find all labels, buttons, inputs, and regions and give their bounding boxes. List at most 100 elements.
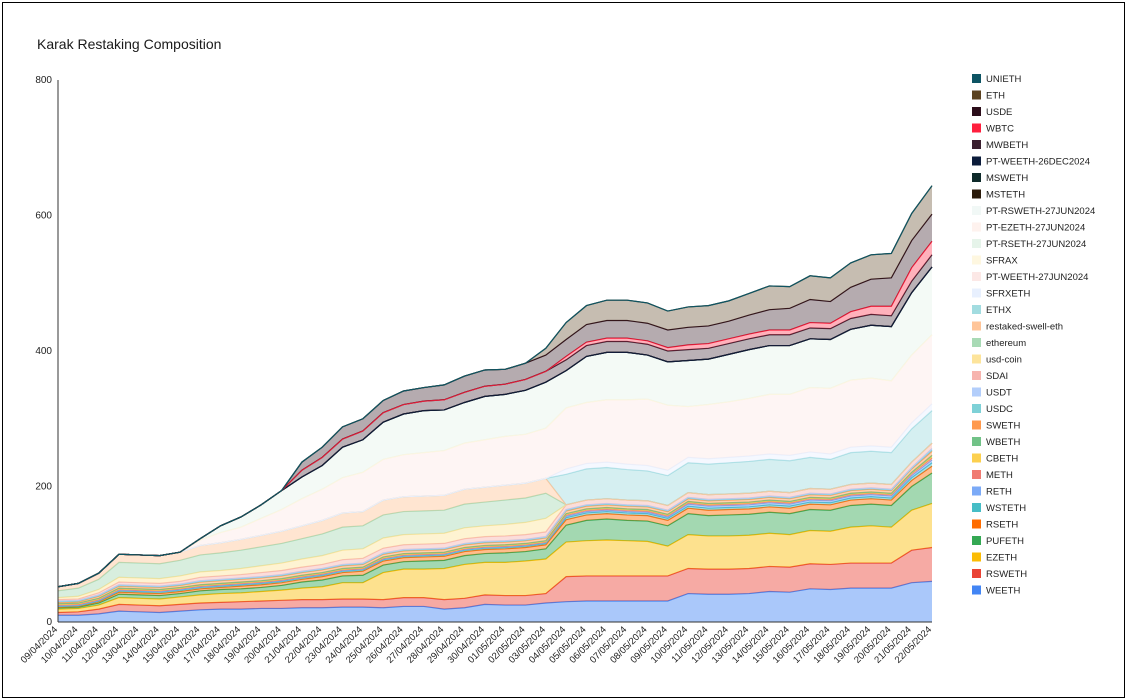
area-ezeth: [58, 503, 932, 613]
legend-swatch: [972, 288, 981, 298]
legend-label: PUFETH: [986, 536, 1024, 547]
y-tick-label: 400: [35, 346, 52, 357]
legend-label: SWETH: [986, 421, 1020, 432]
legend-swatch: [972, 140, 981, 149]
legend-label: PT-EZETH-27JUN2024: [986, 223, 1085, 234]
legend-label: PT-WEETH-27JUN2024: [986, 272, 1088, 283]
y-tick-label: 0: [46, 617, 52, 628]
legend-label: MSWETH: [986, 173, 1028, 184]
chart-title: Karak Restaking Composition: [37, 36, 222, 52]
legend-swatch: [972, 371, 981, 380]
line-weeth: [58, 580, 933, 616]
legend-swatch: [972, 338, 981, 347]
line-ezeth: [57, 502, 933, 610]
legend-label: RSETH: [986, 520, 1018, 531]
legend-swatch: [972, 552, 981, 562]
legend-swatch: [972, 206, 981, 215]
legend-label: usd-coin: [986, 355, 1022, 366]
y-tick-label: 200: [35, 482, 52, 493]
legend-label: USDC: [986, 404, 1013, 415]
legend-swatch: [972, 354, 981, 364]
legend-swatch: [972, 189, 981, 199]
line-reth: [57, 459, 933, 607]
legend-label: SFRAX: [986, 256, 1018, 267]
legend-label: WEETH: [986, 586, 1020, 597]
legend-swatch: [972, 239, 981, 248]
legend-label: WSTETH: [986, 503, 1026, 514]
legend-swatch: [972, 321, 981, 331]
legend-swatch: [972, 90, 981, 100]
legend-label: RETH: [986, 487, 1012, 498]
legend-swatch: [972, 437, 981, 446]
x-axis: 09/04/202410/04/202411/04/202412/04/2024…: [19, 624, 934, 665]
legend-label: UNIETH: [986, 74, 1022, 85]
legend-label: RSWETH: [986, 569, 1027, 580]
line-meth: [57, 457, 933, 606]
legend-label: MWBETH: [986, 140, 1028, 151]
area-weeth: [58, 581, 932, 622]
area-sdai: [58, 443, 932, 601]
legend-swatch: [972, 404, 981, 413]
legend-swatch: [972, 503, 981, 512]
legend-swatch: [972, 74, 981, 83]
legend-label: USDE: [986, 107, 1012, 118]
legend-label: restaked-swell-eth: [986, 322, 1063, 333]
legend-label: EZETH: [986, 553, 1017, 564]
legend-label: ethereum: [986, 338, 1026, 349]
legend-label: PT-WEETH-26DEC2024: [986, 157, 1090, 168]
legend-label: ETH: [986, 91, 1005, 102]
legend-swatch: [972, 420, 981, 430]
line-rseth: [57, 465, 933, 608]
legend-swatch: [972, 173, 981, 182]
line-sfrxeth: [57, 403, 933, 588]
legend-swatch: [972, 255, 981, 265]
legend-label: USDT: [986, 388, 1012, 399]
legend-label: WBETH: [986, 437, 1020, 448]
legend-label: CBETH: [986, 454, 1018, 465]
legend-swatch: [972, 585, 981, 595]
legend-label: SFRXETH: [986, 289, 1030, 300]
area-pt-rseth-27jun2024: [58, 266, 932, 587]
legend-swatch: [972, 305, 981, 314]
legend-swatch: [972, 569, 981, 578]
legend-label: PT-RSWETH-27JUN2024: [986, 206, 1095, 217]
legend-swatch: [972, 519, 981, 529]
line-usdt: [57, 448, 933, 602]
area-wsteth: [58, 462, 932, 608]
legend-swatch: [972, 453, 981, 463]
legend: UNIETH ETH USDE WBTC MWBETH PT-WEETH-26DEC202…: [972, 74, 1095, 597]
line-rsweth: [57, 546, 933, 614]
legend-label: WBTC: [986, 124, 1014, 135]
legend-label: MSTETH: [986, 190, 1025, 201]
y-axis: 0 200 400 600 800: [35, 75, 932, 628]
legend-label: METH: [986, 470, 1013, 481]
area-rsweth: [58, 547, 932, 616]
line-sweth: [57, 450, 933, 603]
legend-swatch: [972, 470, 981, 479]
area-ethereum: [58, 443, 932, 598]
line-wsteth: [57, 462, 933, 608]
legend-label: ETHX: [986, 305, 1012, 316]
line-cbeth: [57, 456, 933, 605]
legend-swatch: [972, 156, 981, 166]
line-pufeth: [57, 472, 933, 609]
legend-label: PT-RSETH-27JUN2024: [986, 239, 1086, 250]
legend-swatch: [972, 536, 981, 545]
line-unieth: [57, 185, 933, 588]
legend-swatch: [972, 387, 981, 397]
legend-label: SDAI: [986, 371, 1008, 382]
area-layers: [57, 185, 933, 622]
legend-swatch: [972, 222, 981, 232]
y-tick-label: 800: [35, 75, 52, 86]
area-meth: [58, 458, 932, 606]
legend-swatch: [972, 107, 981, 116]
legend-swatch: [972, 486, 981, 496]
line-wbeth: [57, 454, 933, 605]
y-tick-label: 600: [35, 211, 52, 222]
line-sfrax: [57, 334, 933, 588]
legend-swatch: [972, 123, 981, 133]
legend-swatch: [972, 272, 981, 281]
area-pt-weeth-27jun2024: [58, 334, 932, 587]
line-usdc: [57, 449, 933, 603]
